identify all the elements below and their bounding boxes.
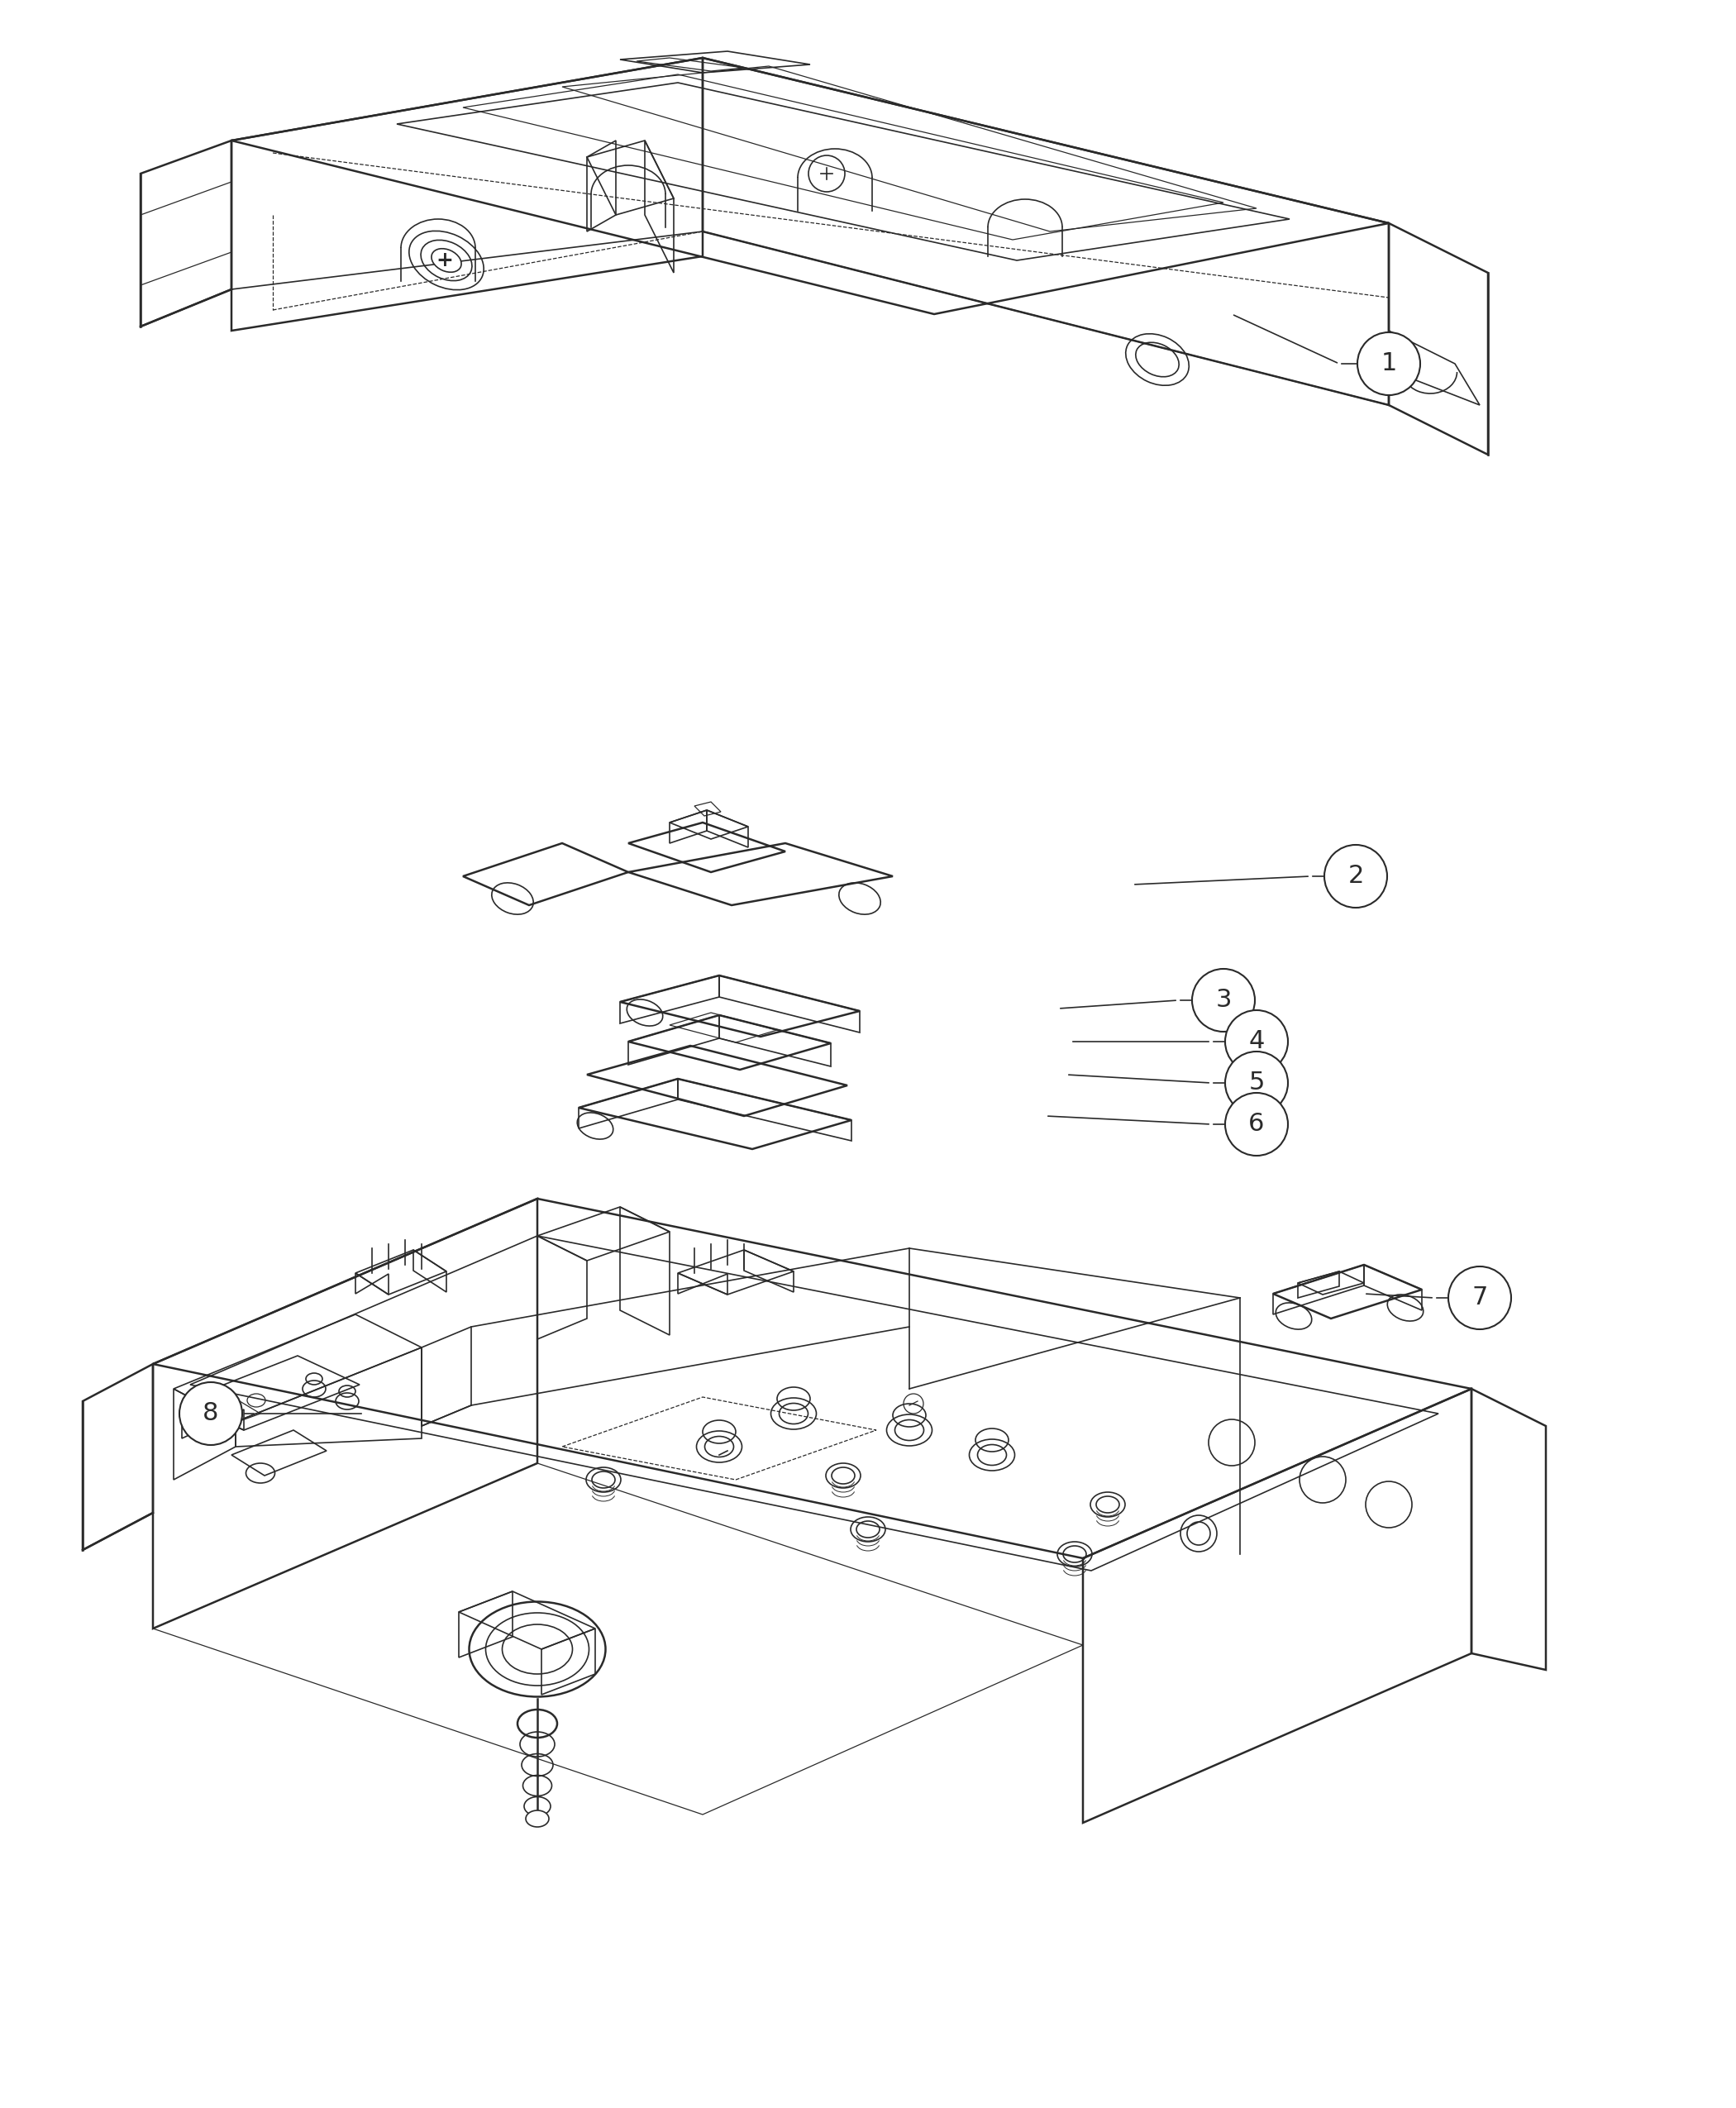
Circle shape <box>1193 970 1255 1031</box>
Text: 5: 5 <box>1248 1071 1264 1094</box>
Circle shape <box>179 1383 243 1444</box>
Circle shape <box>1358 333 1420 394</box>
Circle shape <box>1226 1052 1288 1115</box>
Text: 6: 6 <box>1248 1113 1264 1136</box>
Ellipse shape <box>526 1811 549 1828</box>
Ellipse shape <box>432 249 462 272</box>
Text: 3: 3 <box>1215 989 1231 1012</box>
Circle shape <box>1226 1092 1288 1155</box>
Text: 1: 1 <box>1380 352 1397 375</box>
Circle shape <box>1448 1267 1510 1330</box>
Text: 4: 4 <box>1248 1029 1264 1054</box>
Text: 2: 2 <box>1347 864 1364 887</box>
Text: +: + <box>436 251 453 270</box>
Circle shape <box>1325 845 1387 909</box>
Text: 7: 7 <box>1472 1286 1488 1309</box>
Text: 8: 8 <box>203 1402 219 1425</box>
Circle shape <box>1226 1010 1288 1073</box>
